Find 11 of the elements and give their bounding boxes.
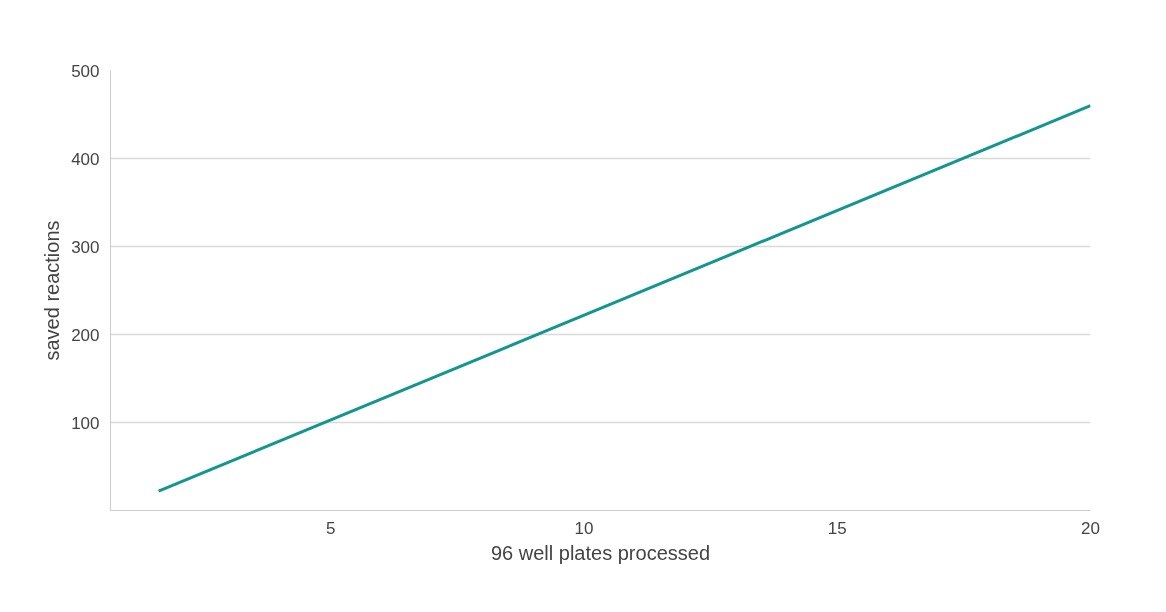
y-tick-label: 200 — [71, 325, 100, 345]
y-tick-label: 400 — [71, 149, 100, 169]
y-axis-title: saved reactions — [41, 220, 64, 361]
x-tick-label: 10 — [574, 518, 594, 538]
y-tick-label: 100 — [71, 413, 100, 433]
x-tick-label: 20 — [1081, 518, 1100, 538]
x-tick-label: 5 — [326, 518, 336, 538]
y-tick-label: 300 — [71, 237, 100, 257]
x-tick-label: 15 — [827, 518, 847, 538]
x-axis-title: 96 well plates processed — [490, 541, 711, 564]
y-tick-label: 500 — [71, 61, 100, 81]
